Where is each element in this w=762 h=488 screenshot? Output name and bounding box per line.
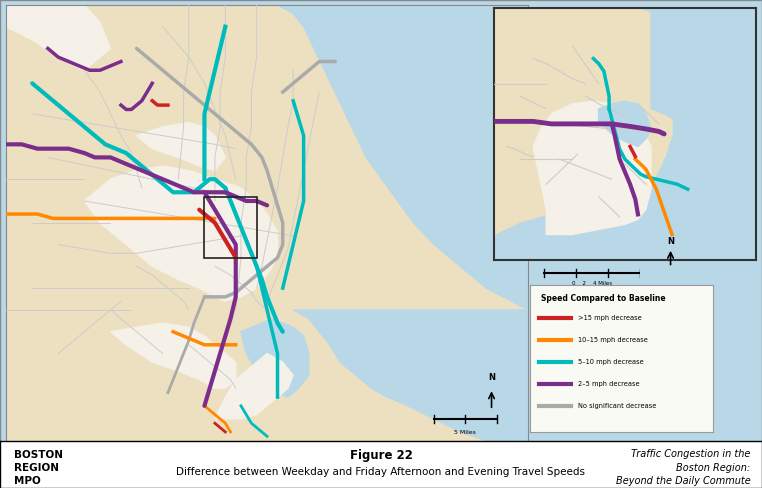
Polygon shape (599, 102, 651, 146)
Text: Figure 22: Figure 22 (350, 449, 412, 462)
Polygon shape (6, 5, 110, 70)
Text: 10–15 mph decrease: 10–15 mph decrease (578, 337, 648, 343)
Text: Difference between Weekday and Friday Afternoon and Evening Travel Speeds: Difference between Weekday and Friday Af… (177, 467, 585, 477)
Text: No significant decrease: No significant decrease (578, 403, 656, 408)
Text: 5 Miles: 5 Miles (454, 430, 476, 435)
Polygon shape (215, 353, 293, 419)
Polygon shape (533, 102, 651, 234)
Polygon shape (6, 5, 528, 441)
Polygon shape (136, 122, 226, 170)
Text: MPO: MPO (14, 476, 40, 486)
Polygon shape (85, 166, 277, 301)
Text: N: N (488, 373, 495, 382)
Bar (204, 197, 257, 258)
Text: 2–5 mph decrease: 2–5 mph decrease (578, 381, 639, 386)
Polygon shape (651, 8, 756, 172)
Text: 0    2    4 Miles: 0 2 4 Miles (572, 281, 612, 286)
Text: Boston Region:: Boston Region: (677, 464, 751, 473)
Polygon shape (277, 5, 528, 310)
Text: >15 mph decrease: >15 mph decrease (578, 315, 642, 321)
Polygon shape (241, 319, 309, 397)
Polygon shape (293, 310, 528, 441)
Text: N: N (667, 237, 674, 246)
Polygon shape (664, 159, 756, 260)
Text: BOSTON: BOSTON (14, 450, 62, 460)
Text: Beyond the Daily Commute: Beyond the Daily Commute (616, 476, 751, 486)
Text: 5–10 mph decrease: 5–10 mph decrease (578, 359, 644, 365)
Polygon shape (110, 323, 235, 388)
Polygon shape (494, 8, 672, 260)
Text: REGION: REGION (14, 464, 59, 473)
Text: Speed Compared to Baseline: Speed Compared to Baseline (541, 294, 666, 303)
Text: Traffic Congestion in the: Traffic Congestion in the (631, 449, 751, 459)
